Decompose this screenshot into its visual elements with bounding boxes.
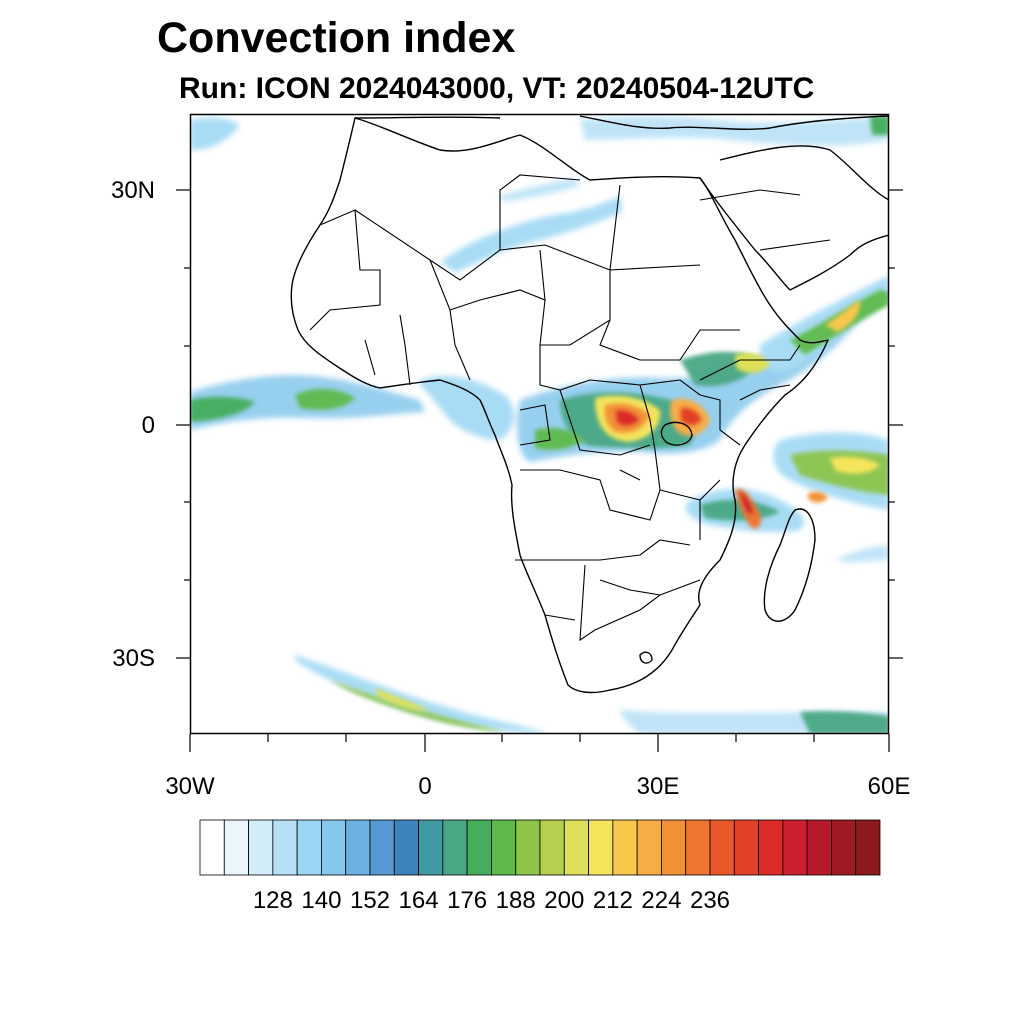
red-sea <box>699 177 791 291</box>
colorbar-swatch <box>466 819 492 876</box>
plot-frame <box>189 113 890 735</box>
lon-label-30e: 30E <box>636 773 680 800</box>
colorbar-swatch <box>223 819 249 876</box>
colorbar-tick-label: 176 <box>447 887 488 914</box>
lon-label-60e: 60E <box>867 773 911 800</box>
lat-label-0: 0 <box>141 412 155 439</box>
lon-label-30w: 30W <box>165 773 215 800</box>
colorbar-swatch <box>539 819 565 876</box>
lon-label-0: 0 <box>418 773 432 800</box>
colorbar-swatch <box>685 819 711 876</box>
convection-field <box>190 116 889 734</box>
guinea-band <box>420 375 515 440</box>
colorbar-swatch <box>758 819 784 876</box>
colorbar-tick-label: 200 <box>544 887 585 914</box>
colorbar-swatch <box>563 819 589 876</box>
chart-title: Convection index <box>157 14 516 62</box>
colorbar-swatch <box>296 819 322 876</box>
madagascar <box>763 508 816 622</box>
colorbar-swatch <box>272 819 298 876</box>
colorbar-swatch <box>345 819 371 876</box>
colorbar-tick-label: 128 <box>252 887 293 914</box>
country-borders <box>309 174 831 642</box>
colorbar-swatch <box>442 819 468 876</box>
sahara-band <box>440 196 622 272</box>
arabia-coast <box>719 145 889 291</box>
colorbar-swatch <box>661 819 687 876</box>
colorbar-swatch <box>199 819 225 876</box>
colorbar-tick-label: 224 <box>641 887 682 914</box>
colorbar-swatch <box>733 819 759 876</box>
colorbar-swatch <box>855 819 881 876</box>
colorbar-tick-label: 152 <box>349 887 391 914</box>
colorbar-swatch <box>782 819 808 876</box>
lake-victoria <box>660 421 693 446</box>
coastlines <box>290 115 889 694</box>
colorbar-swatch <box>588 819 614 876</box>
colorbar <box>199 819 881 876</box>
colorbar-tick-label: 236 <box>689 887 731 914</box>
lat-label-30s: 30S <box>112 645 155 672</box>
colorbar-tick-label: 212 <box>592 887 633 914</box>
colorbar-swatch <box>709 819 735 876</box>
europe-coast <box>354 115 889 130</box>
colorbar-swatch <box>636 819 662 876</box>
southern-band <box>295 655 550 734</box>
colorbar-tick-label: 188 <box>495 887 536 914</box>
chart-subtitle: Run: ICON 2024043000, VT: 20240504-12UTC <box>179 72 815 105</box>
colorbar-swatch <box>418 819 444 876</box>
colorbar-swatch <box>491 819 517 876</box>
colorbar-tick-label: 164 <box>398 887 439 914</box>
colorbar-swatch <box>321 819 347 876</box>
colorbar-swatch <box>806 819 832 876</box>
axis-ticks <box>176 189 903 752</box>
colorbar-swatch <box>612 819 638 876</box>
colorbar-swatch <box>831 819 857 876</box>
colorbar-swatch <box>515 819 541 876</box>
colorbar-swatch <box>393 819 419 876</box>
lat-label-30n: 30N <box>110 177 155 204</box>
colorbar-swatch <box>248 819 274 876</box>
colorbar-swatch <box>369 819 395 876</box>
colorbar-tick-label: 140 <box>301 887 342 914</box>
